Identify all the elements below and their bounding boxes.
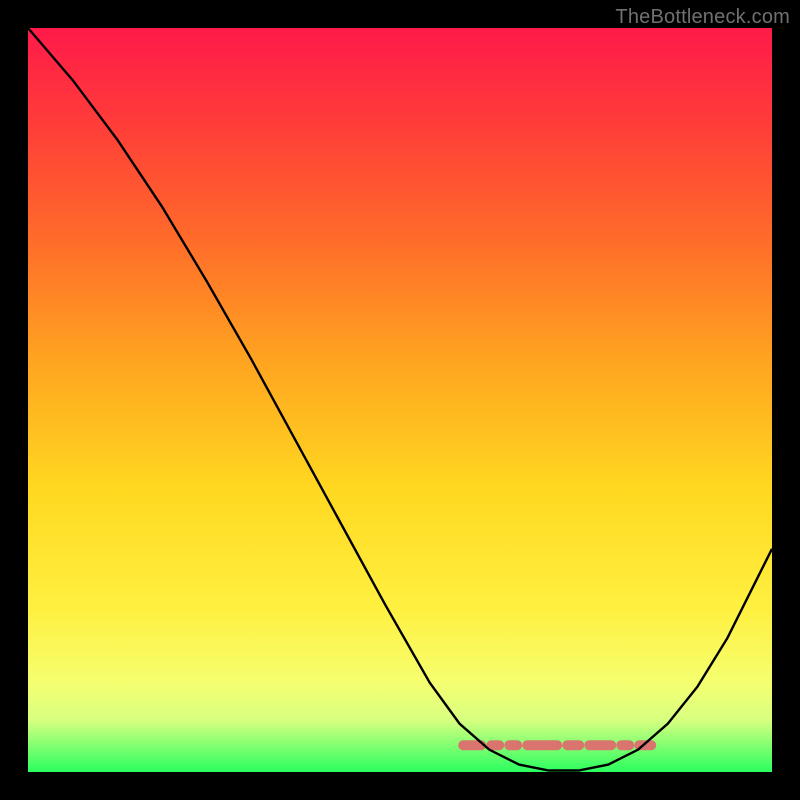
- attribution-label: TheBottleneck.com: [615, 6, 790, 29]
- bottleneck-curve-chart: [0, 0, 800, 800]
- gradient-plot-area: [28, 28, 772, 772]
- chart-root: TheBottleneck.com: [0, 0, 800, 800]
